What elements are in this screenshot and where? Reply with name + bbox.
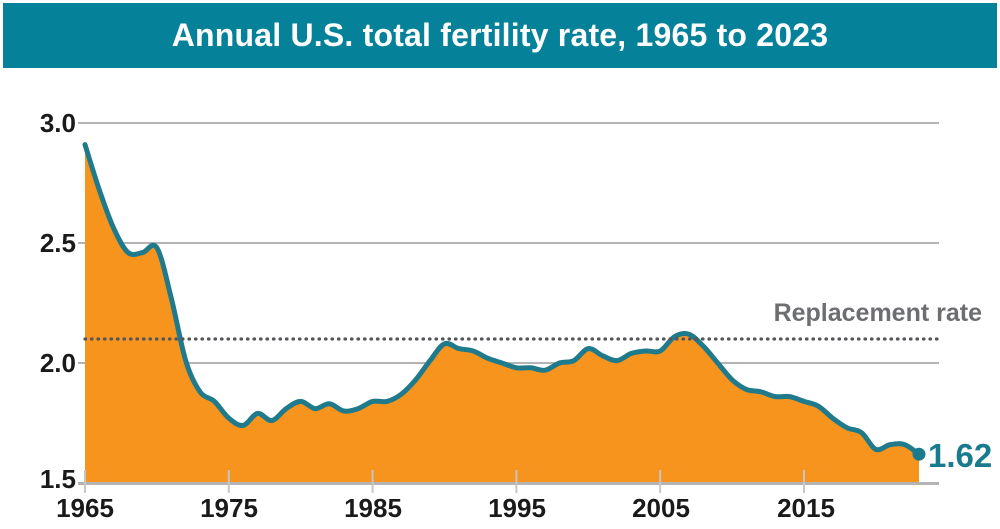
x-tick-label-2015: 2015 [777,493,835,523]
trend-line [82,142,922,457]
x-tick-label-2005: 2005 [632,493,690,523]
y-tick-label-2.0: 2.0 [39,348,76,378]
y-tick-label-3.0: 3.0 [39,108,76,138]
chart-title: Annual U.S. total fertility rate, 1965 t… [171,17,829,53]
y-tick-label-1.5: 1.5 [39,464,76,494]
area-fill [85,144,919,482]
x-tick-label-1985: 1985 [344,493,402,523]
replacement-rate-label: Replacement rate [773,299,982,327]
x-tick-label-1995: 1995 [488,493,546,523]
x-tick-label-1965: 1965 [56,493,114,523]
x-tick-label-1975: 1975 [200,493,258,523]
title-banner: Annual U.S. total fertility rate, 1965 t… [3,3,997,68]
end-point-dot [912,447,926,461]
x-ticks [84,470,805,493]
y-tick-label-2.5: 2.5 [39,228,76,258]
end-value-label: 1.62 [928,437,993,475]
